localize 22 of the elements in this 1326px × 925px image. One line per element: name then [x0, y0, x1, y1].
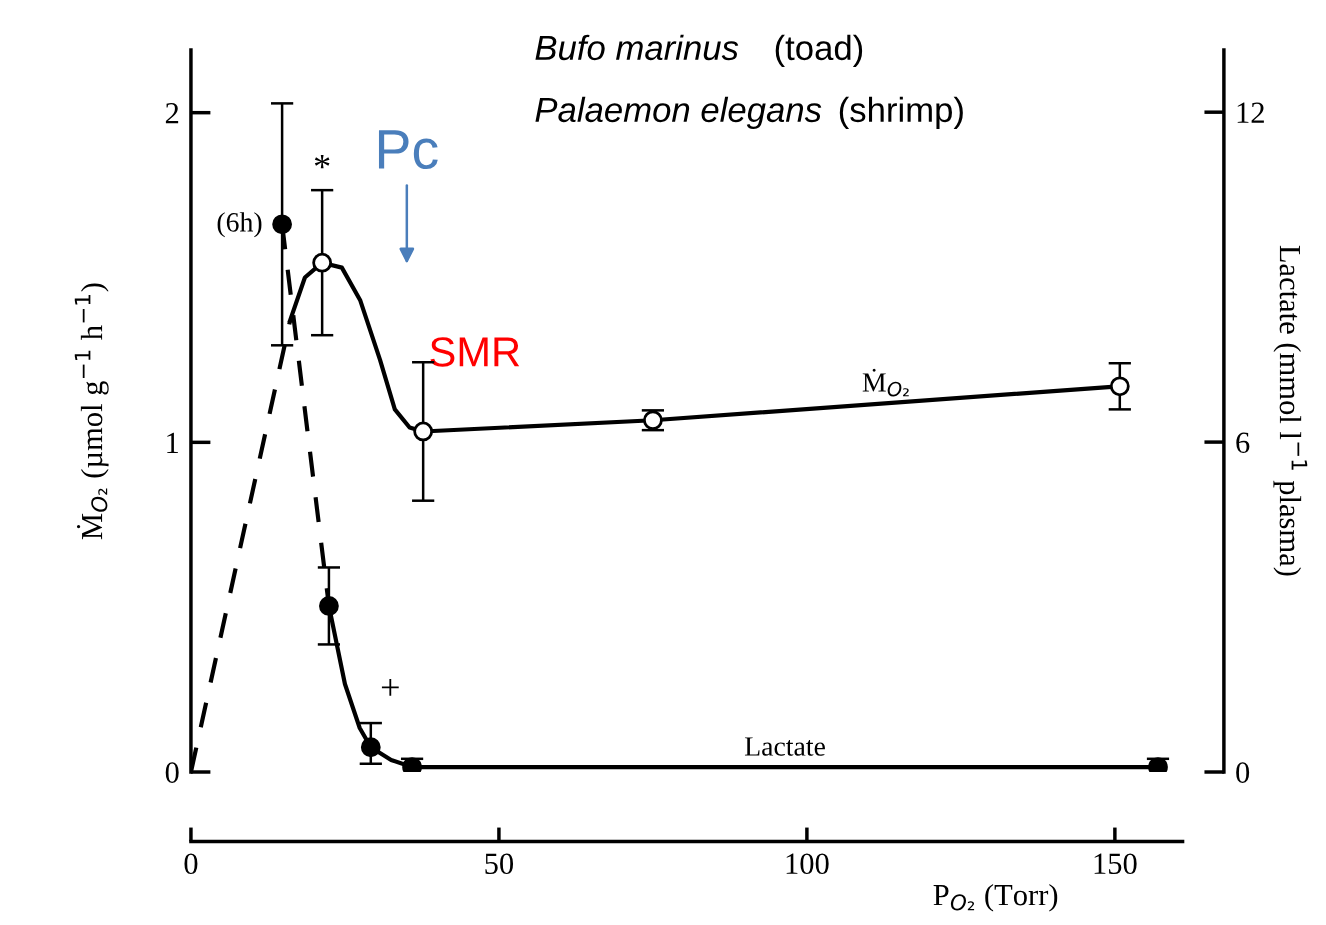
x-tick-label: 0 [184, 853, 198, 875]
y2-tick-label: 12 [1237, 102, 1264, 123]
y2-tick-label: 6 [1236, 432, 1250, 453]
y2-axis-title: Lactate (mmol l$^{−1}$ plasma) [1273, 245, 1308, 576]
chart-title: Bufo marinus (toad) [535, 34, 863, 68]
y2-tick-label: 0 [1236, 762, 1250, 783]
annotation: + [381, 678, 399, 696]
x-tick-label: 100 [786, 853, 829, 875]
text: Palaemon elegans (shrimp) [535, 96, 963, 130]
x-tick-label: 50 [485, 853, 514, 875]
annotation: (6h) [217, 212, 262, 238]
y-tick-label: 1 [167, 432, 178, 453]
y-tick-label: 0 [165, 762, 179, 783]
x-tick-label: 150 [1094, 853, 1137, 875]
series-label: Ṁ$_{O₂}$ [862, 368, 909, 397]
annotation: SMR [430, 337, 520, 367]
annotation: Pc [378, 130, 438, 170]
y-axis-title: Ṁ$_{O₂}$ (µmol g$^{−1}$ h$^{−1}$) [74, 283, 109, 540]
annotation: * [314, 154, 330, 169]
x-axis-title: P$_{O₂}$ (Torr) [933, 883, 1058, 912]
y-tick-label: 2 [165, 103, 179, 124]
series-label: Lactate [744, 737, 825, 756]
